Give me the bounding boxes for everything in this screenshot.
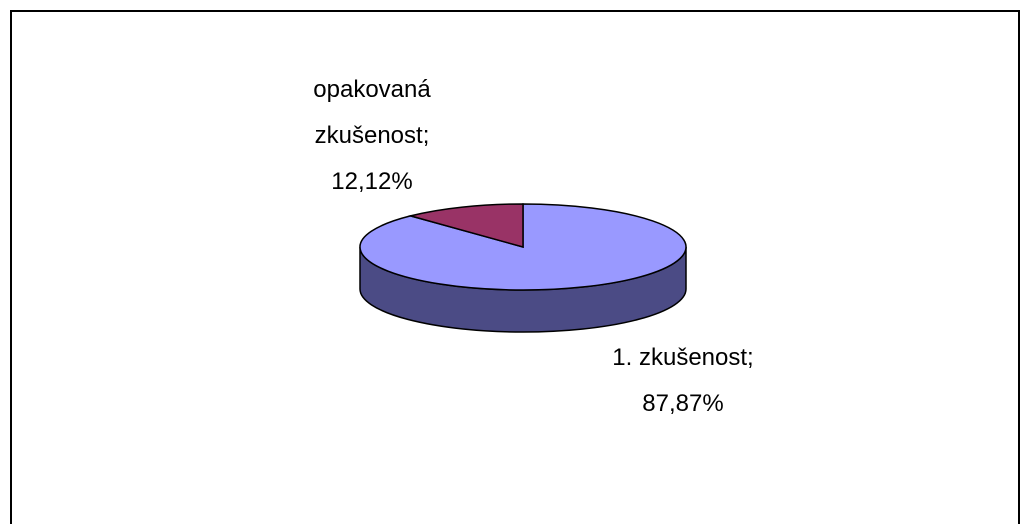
label-separator: ; <box>747 344 754 371</box>
data-label: 1. zkušenost; 87,87% <box>573 335 793 427</box>
label-value: 87,87% <box>642 390 724 417</box>
label-value: 12,12% <box>331 168 413 195</box>
chart-frame <box>10 10 1020 524</box>
pie-slice <box>407 203 524 248</box>
label-category: 1. zkušenost <box>612 344 748 371</box>
label-category: opakovaná zkušenost <box>313 76 431 149</box>
label-separator: ; <box>422 122 430 149</box>
data-label: opakovaná zkušenost; 12,12% <box>282 67 462 205</box>
